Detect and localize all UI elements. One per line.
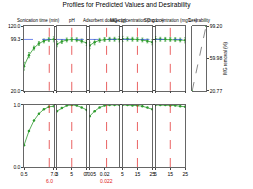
svg-text:0.0: 0.0 [13, 164, 20, 170]
svg-text:3: 3 [55, 171, 58, 177]
svg-text:20.77: 20.77 [210, 88, 223, 94]
svg-text:Adsorbent dosage (g): Adsorbent dosage (g) [83, 18, 127, 23]
svg-text:0.5: 0.5 [21, 171, 28, 177]
svg-text:SO concentration (mg L⁻¹): SO concentration (mg L⁻¹) [144, 18, 197, 23]
svg-text:0.022: 0.022 [100, 178, 113, 184]
svg-text:MG concentration (mg L⁻¹): MG concentration (mg L⁻¹) [110, 18, 164, 23]
svg-text:99.20: 99.20 [210, 23, 223, 29]
svg-text:0.005: 0.005 [83, 171, 96, 177]
svg-text:7.0: 7.0 [50, 171, 57, 177]
svg-text:15: 15 [167, 171, 173, 177]
svg-text:Sonication time (min): Sonication time (min) [17, 18, 60, 23]
svg-text:25: 25 [150, 171, 156, 177]
svg-text:99.3: 99.3 [11, 36, 21, 42]
svg-text:MG removal (%): MG removal (%) [223, 42, 228, 75]
svg-text:25: 25 [182, 171, 188, 177]
svg-text:Desirability: Desirability [188, 18, 211, 23]
svg-text:20.0: 20.0 [11, 88, 21, 94]
svg-text:0.02: 0.02 [100, 171, 110, 177]
svg-text:120.0: 120.0 [8, 23, 21, 29]
svg-text:7: 7 [85, 171, 88, 177]
svg-text:5: 5 [154, 171, 157, 177]
svg-text:Profiles for Predicted Values: Profiles for Predicted Values and Desira… [63, 1, 192, 9]
svg-text:1.0: 1.0 [13, 102, 20, 108]
svg-text:6.0: 6.0 [46, 178, 53, 184]
svg-text:5: 5 [70, 171, 73, 177]
svg-text:15: 15 [135, 171, 141, 177]
svg-text:pH: pH [69, 18, 75, 23]
svg-text:5: 5 [121, 171, 124, 177]
svg-text:59.98: 59.98 [210, 55, 223, 61]
